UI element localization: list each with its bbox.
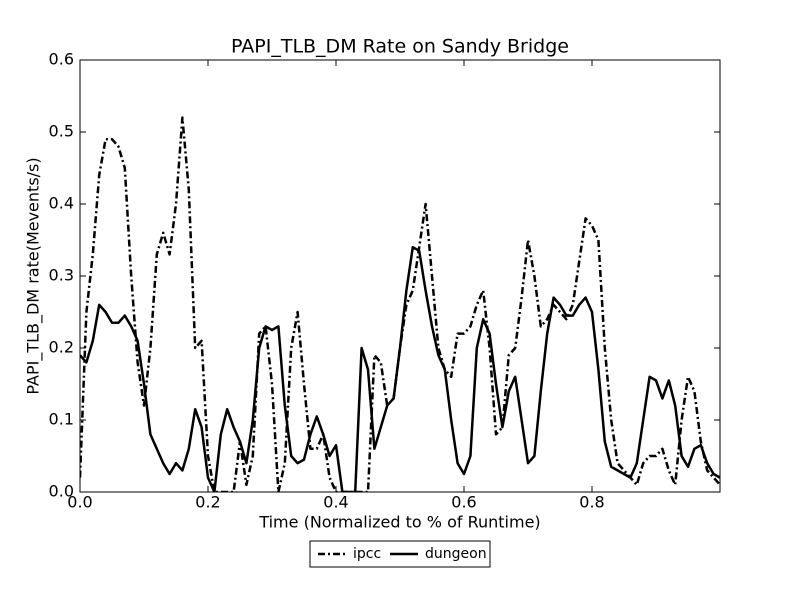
y-tick-label: 0.4 (49, 194, 74, 213)
series-line (80, 116, 720, 492)
x-axis-label: Time (Normalized to % of Runtime) (258, 513, 540, 532)
x-tick-label: 0.0 (67, 493, 92, 512)
y-tick-label: 0.6 (49, 50, 74, 69)
legend-label: dungeon (425, 546, 487, 562)
chart-title: PAPI_TLB_DM Rate on Sandy Bridge (231, 36, 569, 58)
y-tick-label: 0.1 (49, 410, 74, 429)
x-tick-label: 0.2 (195, 493, 220, 512)
y-axis-label: PAPI_TLB_DM rate(Mevents/s) (24, 157, 44, 394)
y-tick-label: 0.5 (49, 122, 74, 141)
y-tick-label: 0.2 (49, 338, 74, 357)
legend-label: ipcc (353, 546, 381, 562)
x-tick-label: 0.6 (451, 493, 476, 512)
x-tick-label: 0.8 (579, 493, 604, 512)
x-tick-label: 0.4 (323, 493, 348, 512)
plot-area (80, 116, 720, 492)
y-tick-label: 0.3 (49, 266, 74, 285)
series-line (80, 245, 720, 492)
y-tick-label: 0.0 (49, 482, 74, 501)
